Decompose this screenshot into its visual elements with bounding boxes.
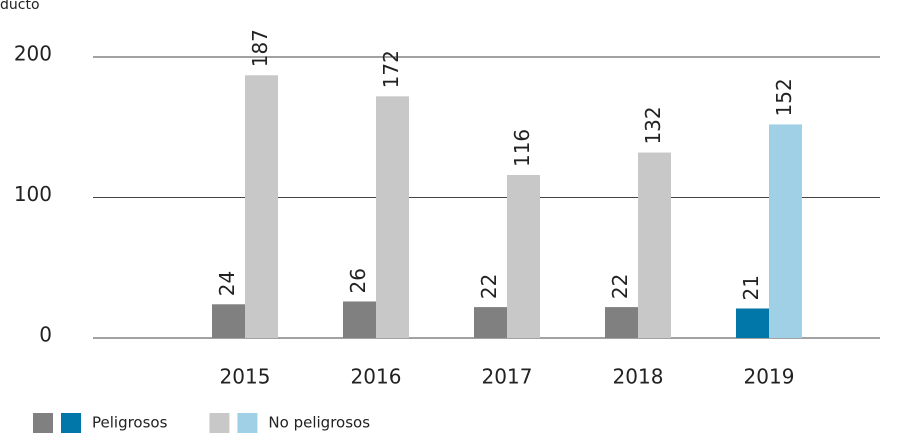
legend-swatch — [237, 413, 258, 433]
bar — [736, 308, 769, 338]
value-label: 172 — [379, 50, 403, 88]
bar — [376, 96, 409, 338]
x-tick-label: 2017 — [482, 365, 533, 389]
bar — [605, 307, 638, 338]
bar — [638, 152, 671, 338]
bar — [474, 307, 507, 338]
value-label: 116 — [510, 129, 534, 167]
legend-label: No peligrosos — [268, 414, 370, 432]
y-tick-label: 200 — [14, 42, 52, 66]
value-label: 152 — [772, 78, 796, 116]
x-tick-label: 2015 — [220, 365, 271, 389]
legend-swatch — [209, 413, 230, 433]
bar — [769, 124, 802, 338]
bar — [343, 301, 376, 338]
x-tick-label: 2016 — [351, 365, 402, 389]
value-label: 187 — [248, 29, 272, 67]
y-tick-label: 100 — [14, 182, 52, 206]
value-label: 132 — [641, 106, 665, 144]
y-axis-label: ducto — [0, 0, 40, 13]
value-label: 22 — [477, 274, 501, 299]
bar — [212, 304, 245, 338]
bar — [507, 175, 540, 338]
bar — [245, 75, 278, 338]
legend-swatch — [33, 413, 53, 433]
x-tick-label: 2019 — [744, 365, 795, 389]
value-label: 24 — [215, 271, 239, 296]
legend-swatch — [61, 413, 81, 433]
x-tick-label: 2018 — [613, 365, 664, 389]
value-label: 26 — [346, 268, 370, 293]
legend-label: Peligrosos — [92, 414, 168, 432]
value-label: 21 — [739, 275, 763, 300]
y-tick-label: 0 — [39, 323, 52, 347]
value-label: 22 — [608, 274, 632, 299]
